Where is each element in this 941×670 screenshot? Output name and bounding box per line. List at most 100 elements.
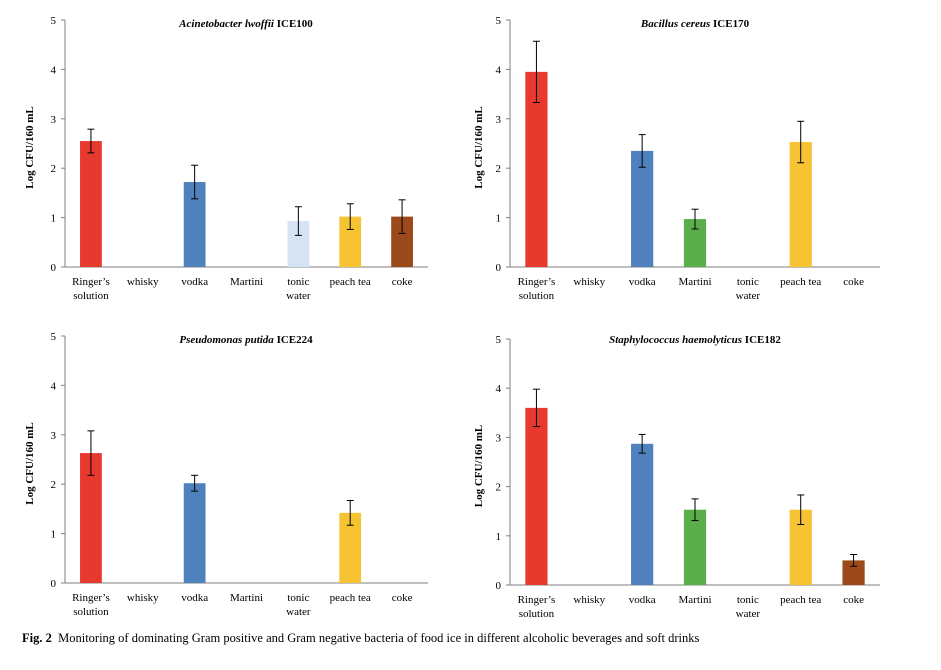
error-bar <box>797 494 805 525</box>
x-category-label: peach tea <box>330 592 371 604</box>
chart-title: Bacillus cereus ICE170 <box>640 18 750 30</box>
y-axis-label: Log CFU/160 mL <box>24 422 36 505</box>
y-tick-label: 1 <box>51 529 57 541</box>
bar-ringer-s-solution <box>80 453 102 583</box>
y-tick-label: 5 <box>51 15 57 27</box>
chart-title-strain: ICE100 <box>274 18 313 30</box>
x-category-label: tonic <box>287 276 309 288</box>
error-bar <box>346 203 354 230</box>
y-tick-label: 2 <box>496 163 502 175</box>
x-category-label: peach tea <box>780 276 821 288</box>
chart-panel-4: Staphylococcus haemolyticus ICE182 Log CF… <box>473 334 880 620</box>
x-category-label: water <box>286 290 311 302</box>
x-category-label: vodka <box>181 276 208 288</box>
y-tick-label: 3 <box>496 432 502 444</box>
caption-text: Monitoring of dominating Gram positive a… <box>58 631 700 645</box>
chart-title-strain: ICE182 <box>742 334 781 346</box>
x-category-label: vodka <box>629 276 656 288</box>
y-tick-label: 5 <box>496 334 502 346</box>
x-category-label: Ringer’s <box>518 276 556 288</box>
bar-vodka <box>631 443 654 585</box>
x-category-label: whisky <box>127 592 159 604</box>
figure-caption: Fig. 2 Monitoring of dominating Gram pos… <box>22 631 932 646</box>
x-category-label: water <box>736 608 761 620</box>
caption-label: Fig. 2 <box>22 631 52 645</box>
x-category-label: Martini <box>679 594 712 606</box>
y-tick-label: 2 <box>51 163 57 175</box>
chart-title: Pseudomonas putida ICE224 <box>179 334 313 346</box>
y-tick-label: 0 <box>51 578 57 590</box>
y-axis-label: Log CFU/160 mL <box>473 106 485 189</box>
y-tick-label: 0 <box>51 262 57 274</box>
chart-panel-2: Bacillus cereus ICE170 Log CFU/160 mL 0 1 2 3… <box>473 15 880 302</box>
x-category-label: vodka <box>181 592 208 604</box>
bar-vodka <box>183 182 206 267</box>
x-category-label: solution <box>519 608 555 620</box>
error-bar <box>691 208 699 230</box>
x-category-label: Martini <box>679 276 712 288</box>
y-axis-label: Log CFU/160 mL <box>24 106 36 189</box>
y-tick-label: 2 <box>496 482 502 494</box>
x-category-label: solution <box>73 606 109 618</box>
x-category-label: whisky <box>573 276 605 288</box>
bar-martini <box>683 219 707 267</box>
y-tick-label: 4 <box>51 64 57 76</box>
x-category-label: Martini <box>230 592 263 604</box>
bar-ringer-s-solution <box>525 407 548 585</box>
bar-vodka <box>183 483 206 583</box>
error-bar <box>691 498 699 522</box>
x-category-label: Ringer’s <box>72 592 110 604</box>
error-bar <box>638 433 646 454</box>
bar-coke <box>391 216 413 267</box>
x-category-label: coke <box>392 592 413 604</box>
bar-coke <box>842 560 865 585</box>
x-category-label: whisky <box>127 276 159 288</box>
bar-martini <box>683 509 707 585</box>
x-category-label: Martini <box>230 276 263 288</box>
bar-peach-tea <box>339 512 362 583</box>
x-category-label: vodka <box>629 594 656 606</box>
x-category-label: coke <box>843 594 864 606</box>
x-category-label: peach tea <box>330 276 371 288</box>
chart-title-species: Staphylococcus haemolyticus <box>609 334 742 346</box>
error-bar <box>87 430 95 476</box>
error-bar <box>532 40 540 103</box>
bar-peach-tea <box>789 509 812 585</box>
y-tick-label: 5 <box>51 331 57 343</box>
y-tick-label: 3 <box>496 114 502 126</box>
y-tick-label: 1 <box>51 213 57 225</box>
y-tick-label: 2 <box>51 479 57 491</box>
chart-title: Staphylococcus haemolyticus ICE182 <box>609 334 781 346</box>
error-bar <box>638 134 646 168</box>
bar-ringer-s-solution <box>80 141 102 267</box>
x-category-label: tonic <box>737 276 759 288</box>
x-category-label: coke <box>843 276 864 288</box>
y-axis-label: Log CFU/160 mL <box>473 425 485 508</box>
chart-title-species: Pseudomonas putida <box>179 334 274 346</box>
bar-peach-tea <box>789 142 812 267</box>
y-tick-label: 0 <box>496 262 502 274</box>
bar-peach-tea <box>339 216 362 267</box>
x-category-label: Ringer’s <box>518 594 556 606</box>
y-tick-label: 3 <box>51 114 57 126</box>
bar-tonic-water <box>287 221 310 267</box>
x-category-label: solution <box>73 290 109 302</box>
error-bar <box>87 128 95 154</box>
y-tick-label: 1 <box>496 531 502 543</box>
x-category-label: coke <box>392 276 413 288</box>
bar-vodka <box>631 150 654 267</box>
error-bar <box>797 120 805 164</box>
chart-title-species: Acinetobacter lwoffii <box>178 18 275 30</box>
y-tick-label: 4 <box>51 380 57 392</box>
x-category-label: solution <box>519 290 555 302</box>
x-category-label: water <box>736 290 761 302</box>
chart-title-strain: ICE224 <box>274 334 313 346</box>
chart-panel-3: Pseudomonas putida ICE224 Log CFU/160 mL 0… <box>24 331 428 618</box>
y-tick-label: 4 <box>496 64 502 76</box>
error-bar <box>398 199 406 234</box>
chart-title-species: Bacillus cereus <box>640 18 710 30</box>
y-tick-label: 5 <box>496 15 502 27</box>
error-bar <box>850 553 858 567</box>
error-bar <box>532 388 540 428</box>
